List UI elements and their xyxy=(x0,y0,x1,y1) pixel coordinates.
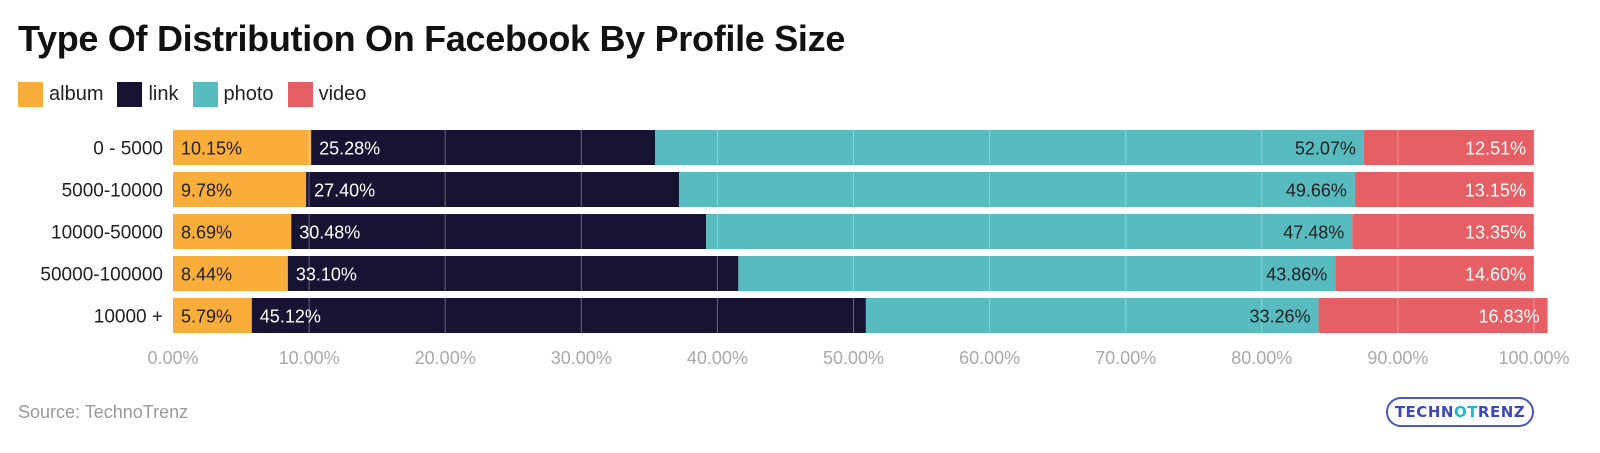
data-label-link: 30.48% xyxy=(299,223,360,243)
x-tick-label: 30.00% xyxy=(551,348,612,368)
bar-segment-video xyxy=(1354,172,1534,207)
legend-label-album: album xyxy=(49,83,104,105)
data-label-photo: 52.07% xyxy=(1295,139,1356,159)
stacked-bar-chart: 0 - 5000 5000-10000 10000-50000 50000-10000… xyxy=(40,130,1570,368)
data-label-album: 8.69% xyxy=(181,223,232,243)
data-label-video: 13.15% xyxy=(1465,181,1526,201)
data-label-photo: 33.26% xyxy=(1249,307,1310,327)
source-note: Source: TechnoTrenz xyxy=(18,402,189,422)
data-label-photo: 43.86% xyxy=(1266,265,1327,285)
chart-title: Type Of Distribution On Facebook By Prof… xyxy=(18,18,846,59)
data-label-album: 9.78% xyxy=(181,181,232,201)
data-label-album: 10.15% xyxy=(181,139,242,159)
category-label: 0 - 5000 xyxy=(93,139,163,160)
legend-item-link: link xyxy=(117,82,179,107)
x-tick-label: 20.00% xyxy=(415,348,476,368)
data-label-photo: 49.66% xyxy=(1286,181,1347,201)
bar-segment-link xyxy=(287,256,739,291)
x-tick-label: 100.00% xyxy=(1498,348,1569,368)
bar-segment-link xyxy=(291,214,707,249)
data-label-video: 13.35% xyxy=(1465,223,1526,243)
category-label: 5000-10000 xyxy=(62,181,163,202)
data-label-link: 27.40% xyxy=(314,181,375,201)
data-label-album: 5.79% xyxy=(181,307,232,327)
bar-segment-video xyxy=(1335,256,1534,291)
bar-segment-photo xyxy=(655,130,1364,165)
bar-segment-album xyxy=(173,172,307,207)
legend-item-album: album xyxy=(18,82,103,107)
category-label: 10000 + xyxy=(94,307,163,328)
legend-label-video: video xyxy=(318,83,367,105)
data-label-link: 25.28% xyxy=(319,139,380,159)
bar-segment-link xyxy=(311,130,656,165)
bar-segment-video xyxy=(1318,298,1548,333)
chart-legend: album link photo video xyxy=(18,82,380,107)
bar-segment-link xyxy=(251,298,866,333)
x-tick-label: 40.00% xyxy=(687,348,748,368)
data-label-video: 14.60% xyxy=(1465,265,1526,285)
bar-segment-album xyxy=(173,256,288,291)
legend-item-photo: photo xyxy=(192,82,274,107)
data-label-photo: 47.48% xyxy=(1283,223,1344,243)
legend-label-link: link xyxy=(148,83,179,105)
legend-swatch-album xyxy=(18,82,43,107)
bar-segment-video xyxy=(1363,130,1535,165)
bar-segment-link xyxy=(306,172,680,207)
x-tick-label: 80.00% xyxy=(1231,348,1292,368)
data-label-video: 16.83% xyxy=(1479,307,1540,327)
bar-segment-photo xyxy=(738,256,1336,291)
bar-segment-photo xyxy=(679,172,1355,207)
bar-segment-video xyxy=(1352,214,1534,249)
bar-segment-album xyxy=(173,298,252,333)
bar-segment-album xyxy=(173,214,292,249)
category-label: 50000-100000 xyxy=(40,265,163,286)
legend-swatch-video xyxy=(287,82,313,107)
category-label: 10000-50000 xyxy=(51,223,163,244)
bar-segment-album xyxy=(173,130,312,165)
x-tick-label: 0.00% xyxy=(147,348,198,368)
data-label-album: 8.44% xyxy=(181,265,232,285)
legend-item-video: video xyxy=(287,82,367,107)
legend-swatch-link xyxy=(117,82,143,107)
data-label-link: 45.12% xyxy=(260,307,321,327)
bar-segment-photo xyxy=(706,214,1353,249)
legend-label-photo: photo xyxy=(223,83,274,105)
x-tick-label: 60.00% xyxy=(959,348,1020,368)
x-tick-label: 50.00% xyxy=(823,348,884,368)
x-tick-label: 70.00% xyxy=(1095,348,1156,368)
data-label-video: 12.51% xyxy=(1465,139,1526,159)
data-label-link: 33.10% xyxy=(296,265,357,285)
x-tick-label: 90.00% xyxy=(1367,348,1428,368)
bar-segment-photo xyxy=(865,298,1319,333)
technotrenz-logo: TECHN OT RENZ xyxy=(1386,397,1534,427)
legend-swatch-photo xyxy=(192,82,218,107)
x-tick-label: 10.00% xyxy=(279,348,340,368)
